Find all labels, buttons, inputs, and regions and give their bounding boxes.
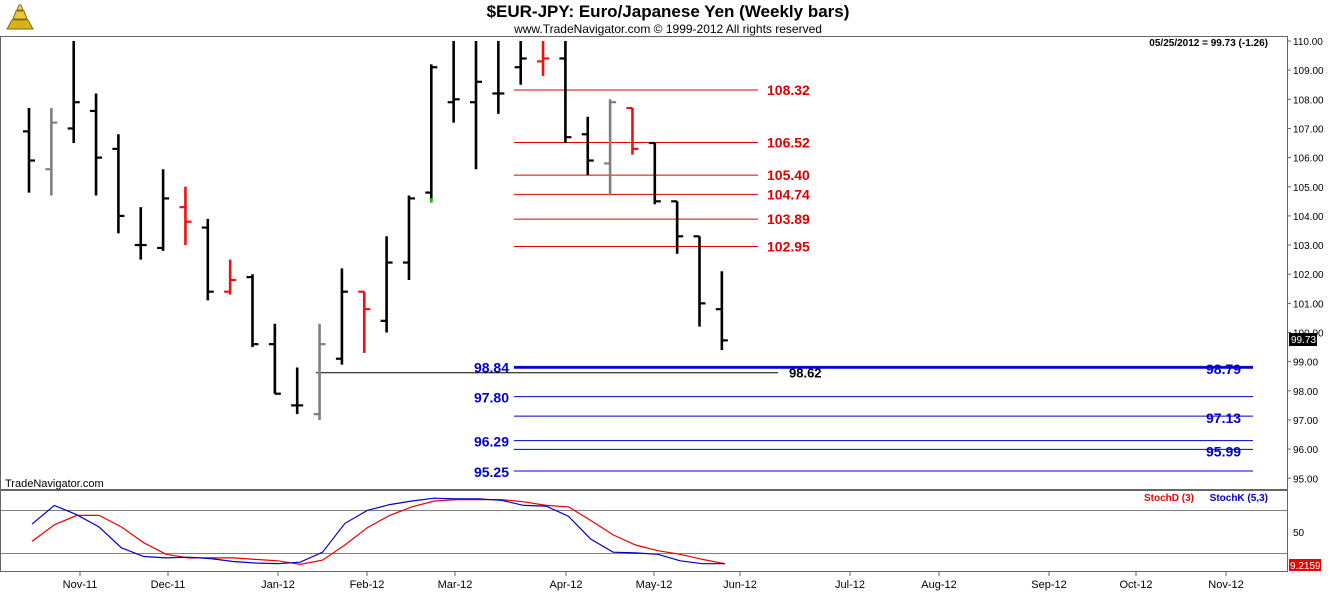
price-tick-label: 97.00	[1293, 416, 1318, 427]
price-tick-label: 107.00	[1293, 124, 1324, 135]
price-tick-label: 99.00	[1293, 358, 1318, 369]
resistance-label: 103.89	[767, 211, 810, 227]
resistance-label: 106.52	[767, 134, 810, 150]
stoch-series-line	[31, 497, 725, 565]
price-tick-label: 105.00	[1293, 183, 1324, 194]
stochastic-layer: 50	[0, 497, 1305, 566]
x-tick-label: Jan-12	[261, 579, 295, 591]
support-label: 97.13	[1206, 410, 1241, 426]
price-bars-layer	[23, 41, 728, 420]
stoch-last-tag: 9.2159	[1289, 559, 1321, 572]
watermark-text: TradeNavigator.com	[5, 478, 104, 490]
resistance-label: 102.95	[767, 239, 810, 255]
chart-subtitle: www.TradeNavigator.com © 1999-2012 All r…	[514, 22, 822, 36]
x-tick-label: Dec-11	[151, 579, 186, 591]
chart-header: $EUR-JPY: Euro/Japanese Yen (Weekly bars…	[0, 0, 1336, 38]
reference-label: 98.62	[789, 366, 822, 381]
price-panel-frame	[0, 36, 1288, 490]
price-tick-label: 102.00	[1293, 270, 1324, 281]
x-tick-label: Feb-12	[350, 579, 385, 591]
price-tick-label: 106.00	[1293, 154, 1324, 165]
price-tick-label: 108.00	[1293, 95, 1324, 106]
x-tick-label: Nov-12	[1208, 579, 1243, 591]
price-tick-label: 95.00	[1293, 474, 1318, 485]
x-tick-label: Apr-12	[549, 579, 582, 591]
stochd-legend: StochD (3)	[1144, 493, 1194, 504]
price-tick-label: 98.00	[1293, 387, 1318, 398]
resistance-label: 105.40	[767, 167, 810, 183]
stoch-panel-frame	[0, 490, 1288, 572]
stoch-series-line	[31, 499, 726, 566]
support-label: 97.80	[474, 390, 509, 406]
support-label: 95.99	[1206, 443, 1241, 459]
support-label: 96.29	[474, 434, 509, 450]
support-label: 98.79	[1206, 361, 1241, 377]
resistance-label: 104.74	[767, 186, 810, 202]
stochk-legend: StochK (5,3)	[1210, 493, 1268, 504]
price-tick-label: 104.00	[1293, 212, 1324, 223]
price-tick-label: 110.00	[1293, 37, 1323, 48]
levels-layer: 108.32 106.52 105.40 104.74 103.89 102.95 98.8…	[316, 82, 1253, 480]
resistance-label: 108.32	[767, 82, 810, 98]
x-tick-label: Nov-11	[63, 579, 98, 591]
last-price-tag: 99.73	[1289, 333, 1317, 346]
stoch-tick-label: 50	[1293, 528, 1305, 539]
x-axis: Nov-11 Dec-11 Jan-12 Feb-12 Mar-12 Apr-12 May-…	[63, 572, 1244, 591]
price-tick-label: 103.00	[1293, 241, 1324, 252]
last-quote-text: 05/25/2012 = 99.73 (-1.26)	[1149, 38, 1268, 49]
x-tick-label: Sep-12	[1031, 579, 1066, 591]
last-price-tag-text: 99.73	[1291, 335, 1316, 346]
price-tick-label: 96.00	[1293, 445, 1318, 456]
price-axis: 95.0096.0097.0098.0099.00100.00101.00102…	[1287, 37, 1324, 485]
price-tick-label: 109.00	[1293, 66, 1324, 77]
x-tick-label: May-12	[636, 579, 673, 591]
x-tick-label: Oct-12	[1119, 579, 1152, 591]
chart-title: $EUR-JPY: Euro/Japanese Yen (Weekly bars…	[486, 2, 850, 21]
trade-navigator-logo	[4, 2, 36, 34]
support-label: 98.84	[474, 359, 509, 375]
x-tick-label: Mar-12	[438, 579, 473, 591]
price-tick-label: 101.00	[1293, 299, 1324, 310]
x-tick-label: Aug-12	[921, 579, 956, 591]
x-tick-label: Jul-12	[835, 579, 865, 591]
stoch-legend: StochD (3) StochK (5,3)	[1144, 493, 1268, 504]
support-label: 95.25	[474, 464, 509, 480]
stoch-last-tag-text: 9.2159	[1290, 561, 1321, 572]
x-tick-label: Jun-12	[723, 579, 757, 591]
